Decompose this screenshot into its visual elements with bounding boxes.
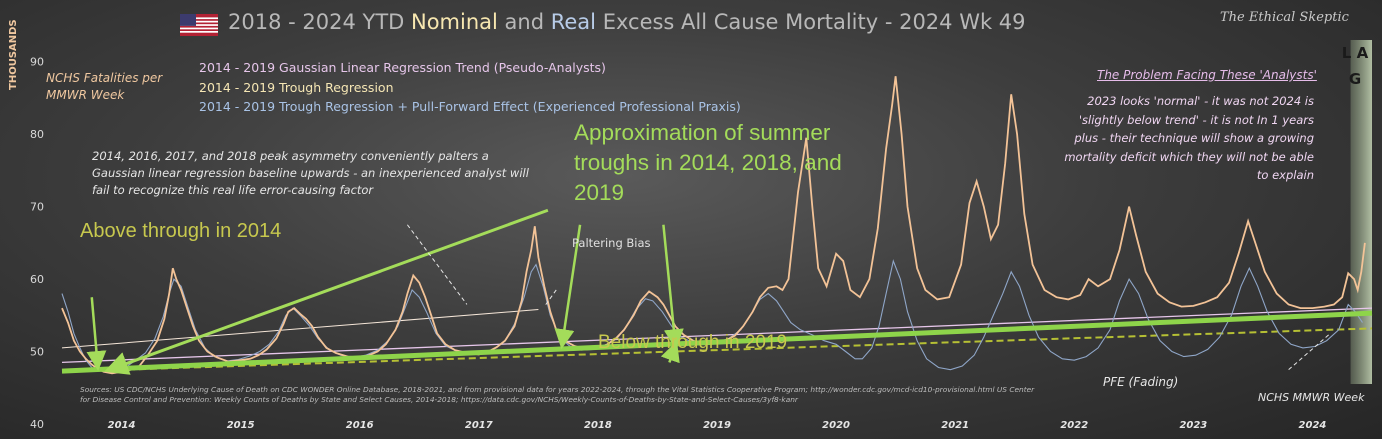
annotation-below-trough: Below through in 2019 — [598, 332, 788, 353]
annotation-arrow — [660, 341, 680, 364]
lag-label: L A G — [1341, 44, 1369, 88]
lag-band — [1350, 40, 1372, 384]
legend-trough-regression: 2014 - 2019 Trough Regression — [199, 80, 394, 95]
series-nominal — [61, 76, 1366, 375]
annotation-arrow — [1288, 333, 1331, 371]
annotation-arrow — [103, 208, 549, 375]
annotation-paltering-bias: Paltering Bias — [572, 236, 651, 250]
y-tick-label: 50 — [30, 346, 44, 359]
chart-title: 2018 - 2024 YTD Nominal and Real Excess … — [228, 10, 1026, 34]
y-tick-label: 80 — [30, 128, 44, 141]
x-tick-label: 2018 — [584, 420, 612, 431]
brand-logo-text: The Ethical Skeptic — [1220, 10, 1349, 25]
x-tick-label: 2016 — [346, 420, 374, 431]
x-tick-label: 2020 — [822, 420, 850, 431]
annotation-pfe: PFE (Fading) — [1103, 375, 1179, 389]
sources-text: Sources: US CDC/NCHS Underlying Cause of… — [80, 385, 1035, 404]
annotation-approximation: Approximation of summer troughs in 2014,… — [574, 120, 842, 205]
annotation-above-trough: Above through in 2014 — [80, 220, 282, 242]
y-axis-label: NCHS Fatalities per MMWR Week — [46, 71, 163, 102]
y-axis-unit-label: THOUSANDS — [8, 19, 19, 90]
problem-body: 2023 looks 'normal' - it was not 2024 is… — [1064, 94, 1314, 182]
legend-pull-forward: 2014 - 2019 Trough Regression + Pull-For… — [199, 99, 741, 114]
title-and: and — [497, 10, 551, 34]
annotation-arrow — [86, 297, 107, 372]
title-part2: Excess All Cause Mortality - 2024 Wk 49 — [596, 10, 1026, 34]
y-tick-label: 70 — [30, 201, 44, 214]
x-tick-label: 2021 — [941, 420, 969, 431]
x-tick-label: 2023 — [1179, 420, 1207, 431]
annotation-arrow — [554, 224, 582, 350]
series-gaussian-trend — [61, 307, 1373, 364]
x-tick-label: 2017 — [465, 420, 493, 431]
flag-icon — [180, 14, 218, 36]
y-tick-label: 60 — [30, 273, 44, 286]
title-part1: 2018 - 2024 YTD — [228, 10, 411, 34]
series-trough-regression — [61, 327, 1373, 373]
annotation-arrow — [406, 224, 468, 305]
x-axis-label: NCHS MMWR Week — [1258, 391, 1365, 404]
series-pull-forward — [61, 310, 1373, 374]
annotation-arrow — [662, 224, 684, 350]
series-paltering-bias — [61, 309, 539, 349]
x-tick-label: 2022 — [1060, 420, 1088, 431]
y-tick-label: 40 — [30, 418, 44, 431]
x-tick-label: 2014 — [108, 420, 136, 431]
x-tick-label: 2024 — [1299, 420, 1327, 431]
problem-title: The Problem Facing These 'Analysts' — [1097, 68, 1317, 82]
title-nominal: Nominal — [411, 10, 498, 34]
title-real: Real — [550, 10, 597, 34]
x-tick-label: 2015 — [227, 420, 255, 431]
legend-gaussian-trend: 2014 - 2019 Gaussian Linear Regression T… — [199, 60, 606, 75]
annotation-peak-asymmetry: 2014, 2016, 2017, and 2018 peak asymmetr… — [92, 149, 529, 197]
x-tick-label: 2019 — [703, 420, 731, 431]
y-tick-label: 90 — [30, 56, 44, 69]
annotation-arrow — [543, 289, 557, 307]
